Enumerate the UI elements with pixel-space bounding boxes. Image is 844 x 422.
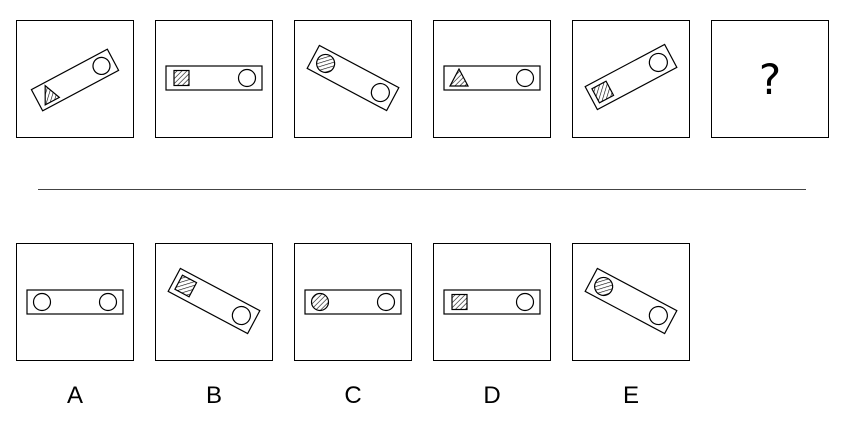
hatched-square [591,80,615,104]
plain-circle [376,292,396,312]
sequence-figure-4 [443,65,541,91]
sequence-figure-3 [306,44,400,112]
sequence-cell-1 [16,20,134,138]
plain-circle [92,56,111,76]
hatched-square [451,293,468,311]
option-b-figure [167,267,261,335]
hatched-square [174,274,198,298]
option-a-label[interactable]: A [66,382,83,409]
plain-circle [515,68,535,88]
divider-line [38,189,806,190]
sequence-cell-4 [433,20,551,138]
option-b-label[interactable]: B [205,382,222,409]
option-c-figure [304,289,402,315]
hatched-circle [310,292,330,312]
hatched-square [173,69,190,87]
option-b[interactable] [155,243,273,361]
plain-circle [370,82,390,103]
sequence-cell-missing: ? [711,20,829,138]
option-e[interactable] [572,243,690,361]
sequence-cell-5 [572,20,690,138]
sequence-cell-3 [294,20,412,138]
option-c[interactable] [294,243,412,361]
sequence-figure-5 [584,43,678,111]
option-c-label[interactable]: C [344,382,362,409]
hatched-triangle [44,84,61,106]
option-d-label[interactable]: D [483,382,501,409]
sequence-figure-2 [165,65,263,91]
option-a-figure [26,289,124,315]
plain-circle [231,305,251,326]
question-mark: ? [758,54,782,104]
plain-circle [515,292,535,312]
option-e-label[interactable]: E [622,382,639,409]
option-a[interactable] [16,243,134,361]
plain-circle [237,68,257,88]
plain-circle [98,292,118,312]
hatched-circle [316,53,336,74]
sequence-cell-2 [155,20,273,138]
hatched-triangle [449,67,469,87]
plain-circle [32,292,52,312]
sequence-figure-1 [30,48,120,112]
plain-circle [648,52,668,73]
hatched-circle [594,276,614,297]
option-d-figure [443,289,541,315]
plain-circle [648,305,668,326]
option-e-figure [584,267,678,335]
option-d[interactable] [433,243,551,361]
